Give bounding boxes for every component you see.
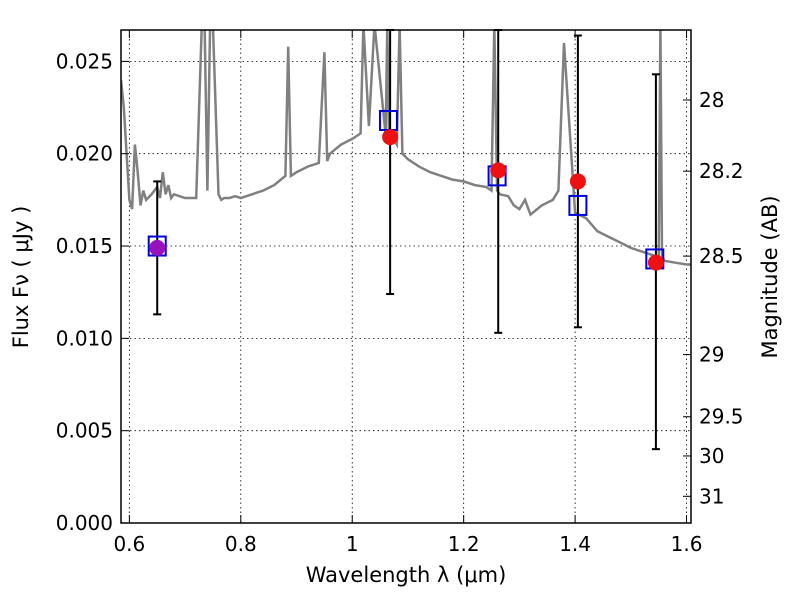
y-tick-label: 0.015 — [56, 234, 113, 258]
y-tick-label: 0.020 — [56, 142, 113, 166]
model-square-marker — [568, 194, 588, 216]
mag-tick-label: 28 — [699, 88, 724, 112]
x-axis-title: Wavelength λ (μm) — [306, 563, 507, 587]
mag-tick-label: 30 — [699, 444, 724, 468]
mag-tick-label: 28.5 — [699, 244, 744, 268]
mag-tick-label: 28.2 — [699, 159, 744, 183]
observed-point-marker — [149, 239, 166, 256]
mag-tick-label: 29 — [699, 343, 724, 367]
y-axis-title: Flux Fν ( μJy ) — [9, 206, 33, 349]
y-tick-label: 0.010 — [56, 326, 113, 350]
spectrum-line — [121, 30, 691, 266]
mag-tick-label: 29.5 — [699, 405, 744, 429]
y-tick-label: 0.025 — [56, 49, 113, 73]
y-tick-label: 0.000 — [56, 511, 113, 535]
observed-point-marker — [569, 173, 586, 190]
x-tick-label: 1 — [346, 532, 359, 556]
plot-frame — [120, 29, 692, 524]
observed-point-marker — [490, 162, 507, 179]
x-tick-label: 1.2 — [448, 532, 480, 556]
data-markers — [147, 29, 665, 451]
x-tick-label: 0.6 — [113, 532, 145, 556]
axis-ticks: 0.6 0.8 1 1.2 1.4 1.6 0.000 0.005 0.010 0.015 0.02… — [56, 30, 744, 556]
x-tick-label: 0.8 — [225, 532, 257, 556]
observed-point-marker — [382, 129, 399, 146]
observed-point-marker — [647, 254, 664, 271]
x-tick-label: 1.6 — [671, 532, 703, 556]
plot-area — [121, 30, 691, 266]
x-tick-label: 1.4 — [559, 532, 591, 556]
y2-axis-title: Magnitude (AB) — [758, 195, 782, 358]
mag-tick-label: 31 — [699, 484, 724, 508]
y-tick-label: 0.005 — [56, 419, 113, 443]
